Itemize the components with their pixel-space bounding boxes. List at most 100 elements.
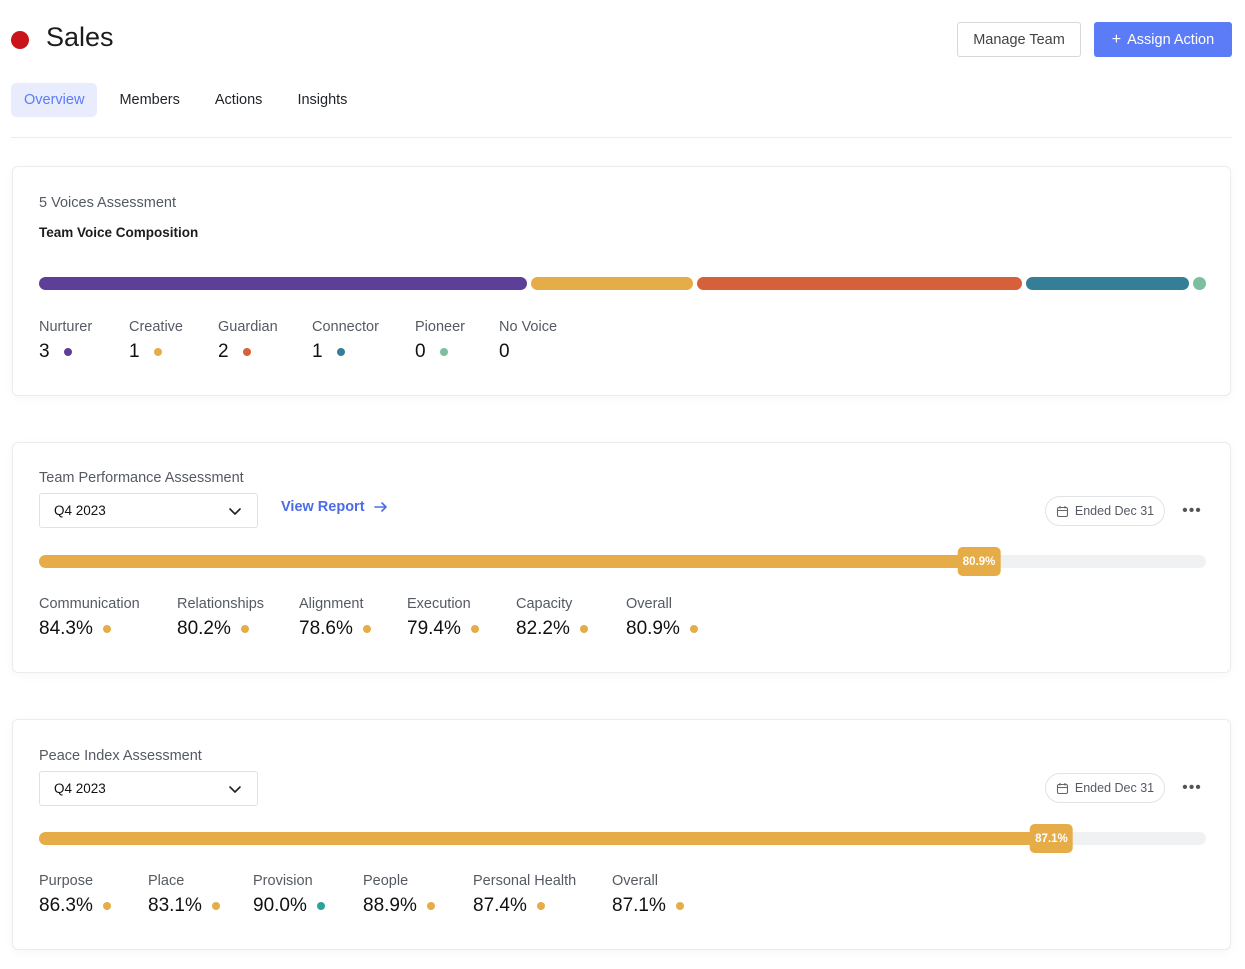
voice-count-nurturer: Nurturer 3 [39,319,129,363]
metric-number: 1 [312,341,323,362]
metric-value: 1 [129,341,218,363]
metric-name: Connector [312,319,379,335]
status-dot [211,902,220,910]
metric-overall: Overall 80.9% [626,596,726,640]
period-select-value: Q4 2023 [54,503,106,518]
metric-value: 88.9% [363,895,473,917]
ended-date-text: Ended Dec 31 [1074,781,1155,795]
metric-value: 80.2% [177,618,299,640]
metric-execution: Execution 79.4% [407,596,516,640]
metric-value: 0 [499,341,579,363]
voice-count-no-voice: No Voice 0 [499,319,579,363]
metric-number: 88.9% [363,895,417,916]
status-dot [470,625,479,633]
tab-actions[interactable]: Actions [214,92,263,108]
tab-insights[interactable]: Insights [297,92,348,108]
status-dot [536,902,545,910]
voice-color-dot [439,348,448,356]
peace-index-card: Peace Index Assessment Q4 2023 Ended Dec… [12,719,1231,950]
metric-purpose: Purpose 86.3% [39,873,148,917]
voice-count-guardian: Guardian 2 [218,319,312,363]
metric-value: 87.4% [473,895,612,917]
chevron-down-icon [229,786,241,793]
card-subtitle: Team Voice Composition [39,225,199,240]
more-options-icon[interactable]: ••• [1182,502,1202,519]
metric-number: 86.3% [39,895,93,916]
metric-name: Overall [626,596,672,612]
metric-value: 78.6% [299,618,407,640]
metric-value: 0 [415,341,499,363]
more-options-icon[interactable]: ••• [1182,779,1202,796]
period-select[interactable]: Q4 2023 [39,771,258,806]
peace-metrics: Purpose 86.3% Place 83.1% Provision 90.0% Peop… [39,873,712,917]
metric-number: 0 [499,341,510,362]
status-dot [240,625,249,633]
status-dot [579,625,588,633]
metric-number: 82.2% [516,618,570,639]
voice-counts: Nurturer 3 Creative 1 Guardian 2 Connector 1 Pio… [39,319,579,363]
metric-name: Execution [407,596,471,612]
metric-number: 78.6% [299,618,353,639]
arrow-right-icon [373,502,387,512]
status-dot [426,902,435,910]
plus-icon: + [1111,30,1122,48]
metric-number: 80.2% [177,618,231,639]
assign-action-button[interactable]: + Assign Action [1094,22,1232,57]
metric-name: Overall [612,873,658,889]
metric-number: 1 [129,341,140,362]
card-title: Peace Index Assessment [39,748,202,764]
voice-color-dot [336,348,345,356]
metric-value: 87.1% [612,895,712,917]
progress-value-tag: 87.1% [1030,824,1073,853]
progress-value-tag: 80.9% [957,547,1001,576]
team-color-dot [11,31,29,49]
ended-date-badge: Ended Dec 31 [1045,773,1165,803]
metric-alignment: Alignment 78.6% [299,596,407,640]
metric-value: 2 [218,341,312,363]
metric-number: 83.1% [148,895,202,916]
metric-people: People 88.9% [363,873,473,917]
metric-name: Creative [129,319,183,335]
voice-count-connector: Connector 1 [312,319,415,363]
progress-fill [39,832,1056,845]
metric-number: 87.4% [473,895,527,916]
manage-team-button[interactable]: Manage Team [957,22,1081,57]
metric-number: 80.9% [626,618,680,639]
voice-segment-guardian [697,277,1023,290]
metric-name: Pioneer [415,319,465,335]
period-select-value: Q4 2023 [54,781,106,796]
metric-number: 79.4% [407,618,461,639]
metric-name: People [363,873,409,889]
page-header: Sales Manage Team + Assign Action [11,20,1232,60]
period-select[interactable]: Q4 2023 [39,493,258,528]
view-report-link[interactable]: View Report [281,499,389,515]
page-title: Sales [46,22,114,52]
metric-value: 3 [39,341,129,363]
metric-value: 1 [312,341,415,363]
ended-date-badge: Ended Dec 31 [1045,496,1165,526]
metric-name: Purpose [39,873,94,889]
tab-overview[interactable]: Overview [11,83,98,117]
metric-number: 90.0% [253,895,307,916]
status-dot [675,902,684,910]
metric-value: 86.3% [39,895,148,917]
metric-name: Guardian [218,319,278,335]
metric-value: 80.9% [626,618,726,640]
voice-color-dot [153,348,162,356]
metric-name: Place [148,873,185,889]
metric-name: Capacity [516,596,573,612]
calendar-icon [1056,782,1068,794]
chevron-down-icon [229,508,241,515]
metric-overall: Overall 87.1% [612,873,712,917]
metric-name: Provision [253,873,313,889]
metric-personal-health: Personal Health 87.4% [473,873,612,917]
voice-segment-nurturer [39,277,527,290]
voice-count-creative: Creative 1 [129,319,218,363]
ended-date-text: Ended Dec 31 [1074,504,1155,518]
metric-number: 3 [39,341,50,362]
metric-relationships: Relationships 80.2% [177,596,299,640]
metric-value: 82.2% [516,618,626,640]
view-report-label: View Report [281,499,365,515]
metric-number: 87.1% [612,895,666,916]
tab-members[interactable]: Members [119,92,180,108]
